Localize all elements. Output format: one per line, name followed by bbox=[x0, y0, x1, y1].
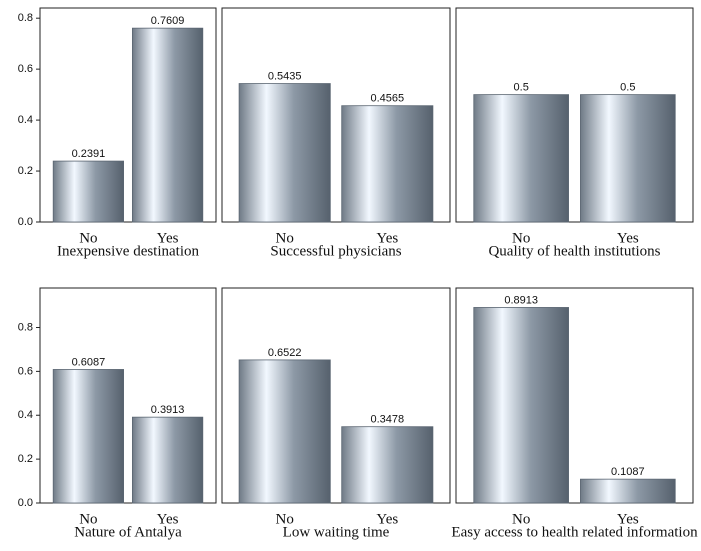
value-label: 0.1087 bbox=[611, 466, 645, 478]
bar bbox=[473, 94, 569, 223]
bar bbox=[341, 426, 434, 504]
x-tick-label: No bbox=[79, 230, 97, 246]
y-tick-label: 0.4 bbox=[18, 409, 33, 421]
value-label: 0.6087 bbox=[72, 356, 106, 368]
bar bbox=[580, 478, 676, 504]
y-tick-label: 0.2 bbox=[18, 453, 33, 465]
x-tick-label: No bbox=[79, 511, 97, 527]
x-tick-label: No bbox=[276, 511, 294, 527]
y-tick-label: 0.6 bbox=[18, 365, 33, 377]
y-tick-label: 0.0 bbox=[18, 497, 33, 509]
value-label: 0.5 bbox=[514, 82, 529, 94]
value-label: 0.7609 bbox=[151, 15, 185, 27]
y-tick-label: 0.8 bbox=[18, 321, 33, 333]
y-tick-label: 0.2 bbox=[18, 165, 33, 177]
value-label: 0.2391 bbox=[72, 148, 106, 160]
panel-frame bbox=[221, 287, 451, 504]
bar bbox=[238, 83, 331, 223]
x-tick-label: No bbox=[512, 511, 530, 527]
x-tick-label: No bbox=[276, 230, 294, 246]
panel-frame bbox=[39, 287, 217, 504]
value-label: 0.4565 bbox=[370, 93, 404, 105]
x-tick-label: Yes bbox=[157, 230, 179, 246]
bar bbox=[52, 160, 125, 223]
value-label: 0.3478 bbox=[370, 414, 404, 426]
x-axis-title: Low waiting time bbox=[283, 524, 390, 540]
bar bbox=[580, 94, 676, 223]
x-axis-title: Quality of health institutions bbox=[488, 243, 660, 259]
value-label: 0.5 bbox=[620, 82, 635, 94]
bar bbox=[131, 416, 204, 504]
bar bbox=[238, 359, 331, 504]
panel-frame bbox=[455, 7, 694, 223]
y-tick-label: 0.8 bbox=[18, 12, 33, 24]
x-axis-title: Successful physicians bbox=[270, 243, 401, 259]
value-label: 0.8913 bbox=[504, 294, 538, 306]
bar bbox=[52, 369, 125, 504]
x-axis-title: Nature of Antalya bbox=[74, 524, 182, 540]
bar bbox=[473, 307, 569, 504]
x-axis-title: Inexpensive destination bbox=[57, 243, 200, 259]
x-tick-label: Yes bbox=[376, 511, 398, 527]
y-tick-label: 0.6 bbox=[18, 63, 33, 75]
value-label: 0.3913 bbox=[151, 404, 185, 416]
panel-frame bbox=[455, 287, 694, 504]
y-tick-label: 0.4 bbox=[18, 114, 33, 126]
x-tick-label: Yes bbox=[376, 230, 398, 246]
panel-frame bbox=[39, 7, 217, 223]
value-label: 0.6522 bbox=[268, 347, 302, 359]
bar bbox=[341, 105, 434, 223]
value-label: 0.5435 bbox=[268, 70, 302, 82]
y-tick-label: 0.0 bbox=[18, 216, 33, 228]
bar bbox=[131, 27, 204, 223]
panel-frame bbox=[221, 7, 451, 223]
x-tick-label: Yes bbox=[617, 511, 639, 527]
x-tick-label: Yes bbox=[617, 230, 639, 246]
x-tick-label: No bbox=[512, 230, 530, 246]
x-tick-label: Yes bbox=[157, 511, 179, 527]
x-axis-title: Easy access to health related informatio… bbox=[451, 524, 698, 540]
